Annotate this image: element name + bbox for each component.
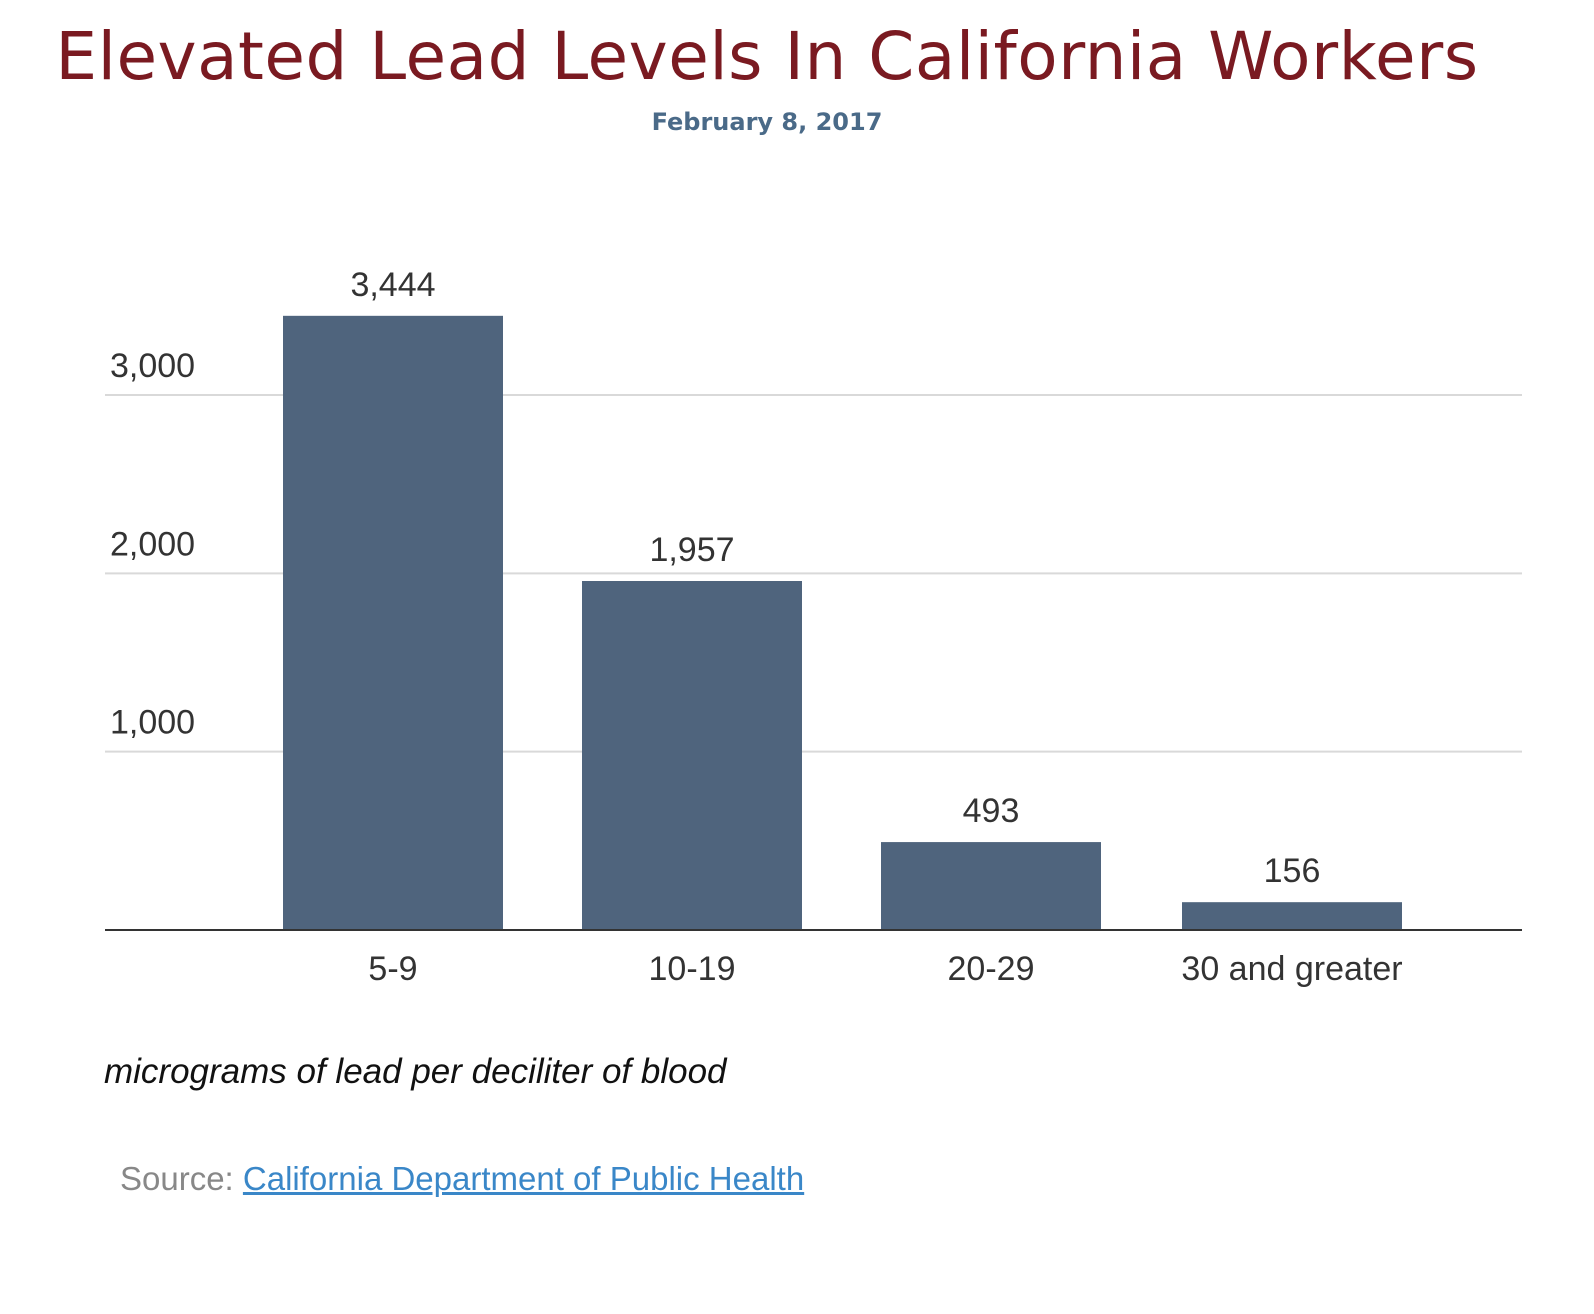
page-date: February 8, 2017 (651, 108, 883, 136)
y-tick-label: 3,000 (110, 347, 195, 385)
bar-5-9 (283, 315, 503, 930)
page-title: Elevated Lead Levels In California Worke… (55, 18, 1479, 95)
value-label: 493 (963, 792, 1020, 830)
source-prefix: Source: (120, 1160, 234, 1197)
value-label: 1,957 (649, 531, 734, 569)
y-tick-label: 1,000 (110, 704, 195, 742)
category-label: 20-29 (948, 950, 1035, 988)
category-label: 30 and greater (1181, 950, 1402, 988)
value-label: 156 (1264, 852, 1321, 890)
bar-10-19 (582, 581, 802, 930)
source-link[interactable]: California Department of Public Health (242, 1160, 805, 1197)
bar-20-29 (881, 842, 1101, 930)
bar-30-and-greater (1182, 902, 1402, 930)
category-label: 5-9 (368, 950, 417, 988)
x-axis-label: micrograms of lead per deciliter of bloo… (104, 1052, 727, 1091)
category-label: 10-19 (649, 950, 736, 988)
y-tick-label: 2,000 (110, 525, 195, 563)
bar-chart: 1,000 2,000 3,000 3,444 5-9 1,957 10-19 493 20-2… (105, 266, 1522, 988)
value-label: 3,444 (350, 266, 435, 304)
source-line: Source: California Department of Public … (120, 1160, 804, 1198)
